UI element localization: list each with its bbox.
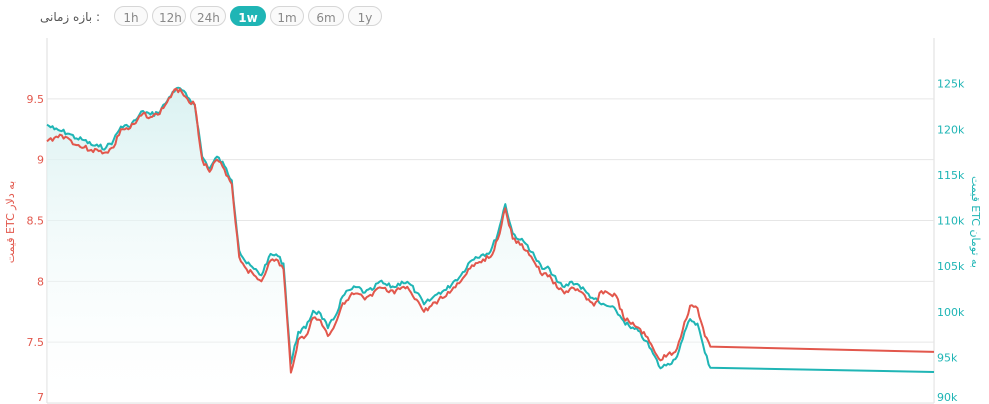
right-tick-label: 105k xyxy=(937,260,965,273)
right-tick-label: 115k xyxy=(937,169,965,182)
right-y-axis: 90k 95k 100k 105k 110k 115k 120k 125k xyxy=(937,78,965,404)
range-button-1m[interactable]: 1m xyxy=(270,6,304,26)
range-button-1h[interactable]: 1h xyxy=(114,6,148,26)
toman-area-fill xyxy=(47,87,934,403)
left-tick-label: 7.5 xyxy=(27,336,45,349)
range-button-24h[interactable]: 24h xyxy=(190,6,226,26)
range-button-1w[interactable]: 1w xyxy=(230,6,266,26)
usd-price-line xyxy=(46,87,935,374)
left-tick-label: 9.5 xyxy=(27,93,45,106)
left-tick-label: 8.5 xyxy=(27,215,45,228)
range-button-1y[interactable]: 1y xyxy=(348,6,382,26)
time-range-selector: بازه زمانی : 1h 12h 24h 1w 1m 6m 1y xyxy=(0,5,400,27)
right-axis-title: قیمت ETC به تومان xyxy=(969,176,982,268)
time-range-label: بازه زمانی : xyxy=(40,10,100,24)
right-tick-label: 95k xyxy=(937,351,958,364)
right-tick-label: 90k xyxy=(937,391,958,404)
left-tick-label: 9 xyxy=(37,154,44,167)
right-tick-label: 100k xyxy=(937,306,965,319)
right-tick-label: 125k xyxy=(937,78,965,91)
right-tick-label: 110k xyxy=(937,215,965,228)
left-tick-label: 8 xyxy=(37,275,44,288)
left-tick-label: 7 xyxy=(37,391,44,404)
toman-price-line xyxy=(46,86,935,373)
right-tick-label: 120k xyxy=(937,123,965,136)
range-button-12h[interactable]: 12h xyxy=(152,6,186,26)
left-y-axis: 7 7.5 8 8.5 9 9.5 xyxy=(27,93,45,404)
range-button-6m[interactable]: 6m xyxy=(308,6,344,26)
left-axis-title: قیمت ETC به دلار xyxy=(4,181,17,263)
